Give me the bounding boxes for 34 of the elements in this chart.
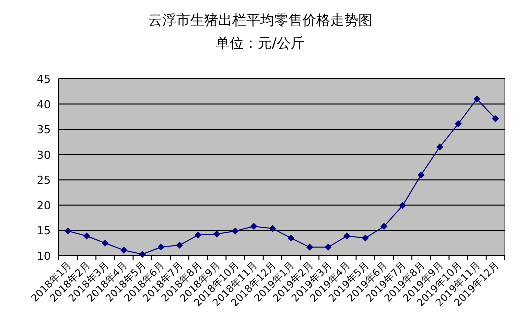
chart-title: 云浮市生猪出栏平均零售价格走势图 [148,13,372,29]
point [380,223,388,230]
y-tick-label: 30 [37,148,51,162]
point [64,228,72,235]
point [455,120,462,128]
point [418,172,425,179]
point [120,246,128,254]
point [362,234,370,242]
y-tick-label: 45 [37,73,51,86]
point [158,244,165,251]
point [344,232,351,240]
point [324,244,332,251]
point [492,115,500,122]
point [194,232,202,239]
point [102,240,109,247]
point [269,225,276,232]
point [83,232,90,240]
point [139,250,146,258]
point [213,230,220,238]
point [399,202,406,210]
y-tick-label: 25 [37,174,51,188]
point [474,96,481,103]
point [232,228,240,235]
y-tick-label: 15 [37,224,51,238]
point [288,234,295,242]
y-tick-label: 20 [37,199,51,212]
point [306,244,314,251]
y-tick-label: 10 [37,250,51,263]
point [436,144,444,151]
y-tick-label: 40 [37,98,51,112]
point [250,223,258,230]
chart-subtitle: 单位：元/公斤 [216,36,305,52]
point [176,242,184,249]
y-tick-label: 35 [37,124,51,137]
